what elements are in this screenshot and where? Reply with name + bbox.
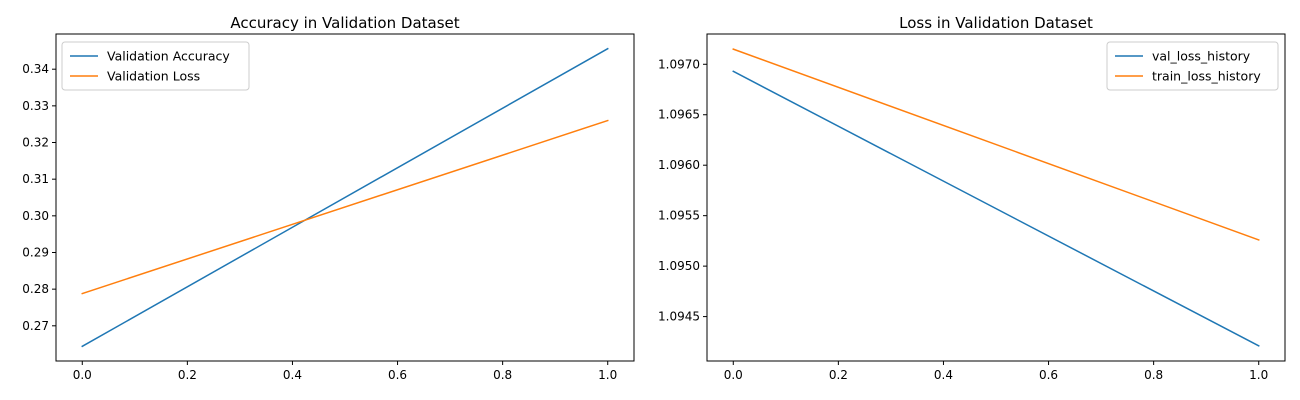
x-tick-label: 0.6 [388, 368, 407, 382]
series-line-validation-accuracy [81, 47, 609, 348]
y-tick-label: 1.0955 [658, 209, 700, 223]
x-tick-label: 0.0 [73, 368, 92, 382]
chart-title: Accuracy in Validation Dataset [230, 14, 459, 32]
y-tick-label: 0.28 [22, 282, 49, 296]
series-line-train-loss-history [732, 48, 1260, 241]
x-tick-label: 0.0 [724, 368, 743, 382]
chart-title: Loss in Validation Dataset [899, 14, 1093, 32]
series-group [732, 48, 1260, 347]
y-tick-label: 0.31 [22, 172, 49, 186]
x-tick-label: 0.4 [934, 368, 953, 382]
legend-label: Validation Loss [107, 69, 200, 84]
legend-label: train_loss_history [1152, 69, 1261, 84]
x-tick-label: 1.0 [598, 368, 617, 382]
x-tick-label: 0.8 [1144, 368, 1163, 382]
chart-loss: Loss in Validation Dataset 0.0 0.2 0.4 0.6 0… [658, 14, 1286, 382]
y-tick-label: 0.34 [22, 62, 49, 76]
series-line-validation-loss [81, 119, 609, 295]
x-tick-label: 0.2 [829, 368, 848, 382]
chart-accuracy: Accuracy in Validation Dataset 0.0 0.2 0.4… [22, 14, 635, 382]
y-tick-label: 1.0970 [658, 57, 700, 71]
y-axis: 1.0945 1.0950 1.0955 1.0960 1.0965 1.0970 [658, 57, 707, 324]
legend-label: val_loss_history [1152, 49, 1251, 64]
y-tick-label: 0.27 [22, 319, 49, 333]
legend-frame [61, 41, 250, 91]
legend-label: Validation Accuracy [107, 49, 230, 64]
y-tick-label: 0.33 [22, 99, 49, 113]
x-tick-label: 0.4 [283, 368, 302, 382]
series-line-val-loss-history [732, 70, 1260, 347]
y-tick-label: 1.0945 [658, 310, 700, 324]
x-axis: 0.0 0.2 0.4 0.6 0.8 1.0 [73, 361, 617, 382]
y-axis: 0.27 0.28 0.29 0.30 0.31 0.32 0.33 0.34 [22, 62, 56, 333]
x-tick-label: 0.6 [1039, 368, 1058, 382]
x-tick-label: 0.2 [178, 368, 197, 382]
y-tick-label: 1.0950 [658, 259, 700, 273]
x-tick-label: 1.0 [1249, 368, 1268, 382]
legend: val_loss_history train_loss_history [1106, 41, 1279, 91]
legend-frame [1106, 41, 1279, 91]
y-tick-label: 1.0965 [658, 108, 700, 122]
y-tick-label: 0.29 [22, 245, 49, 259]
x-axis: 0.0 0.2 0.4 0.6 0.8 1.0 [724, 361, 1268, 382]
legend: Validation Accuracy Validation Loss [61, 41, 250, 91]
y-tick-label: 1.0960 [658, 158, 700, 172]
x-tick-label: 0.8 [493, 368, 512, 382]
y-tick-label: 0.32 [22, 136, 49, 150]
series-group [81, 47, 609, 348]
y-tick-label: 0.30 [22, 209, 49, 223]
